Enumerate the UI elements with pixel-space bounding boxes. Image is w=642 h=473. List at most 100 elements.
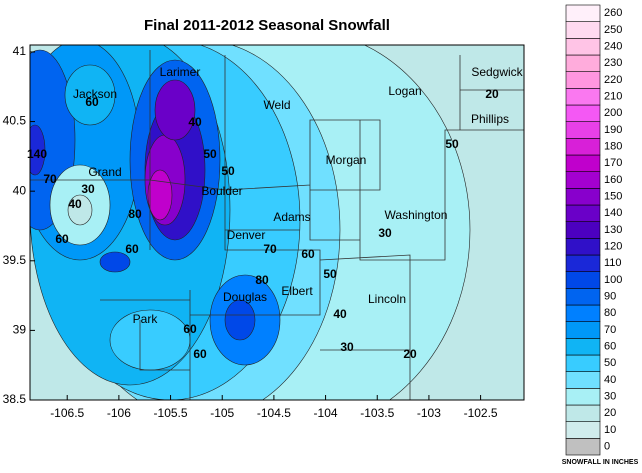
y-tick-label: 40.5 — [3, 114, 27, 128]
y-tick-label: 39.5 — [3, 253, 27, 267]
legend-swatch — [565, 254, 601, 272]
legend-label: 0 — [604, 441, 610, 453]
plot-frame — [29, 44, 525, 401]
county-label: Adams — [273, 210, 310, 224]
legend-label: 120 — [604, 241, 622, 253]
legend-swatch — [565, 404, 601, 422]
county-label: Sedgwick — [471, 65, 523, 79]
legend-swatch — [565, 88, 601, 106]
contour-label: 60 — [301, 247, 315, 261]
legend-label: 40 — [604, 374, 616, 386]
title: Final 2011-2012 Seasonal Snowfall — [144, 17, 390, 34]
region — [67, 194, 93, 226]
legend-label: 30 — [604, 391, 616, 403]
legend-swatch — [565, 38, 601, 56]
contour-label: 80 — [255, 273, 269, 287]
x-tick-label: -106 — [107, 406, 131, 420]
legend-swatch — [565, 54, 601, 72]
legend-label: 60 — [604, 341, 616, 353]
legend-label: 50 — [604, 357, 616, 369]
x-tick-label: -104 — [314, 406, 338, 420]
legend-swatch — [565, 371, 601, 389]
legend-swatch — [565, 238, 601, 256]
legend-label: 180 — [604, 141, 622, 153]
x-tick-label: -103.5 — [360, 406, 394, 420]
legend-swatch — [565, 271, 601, 289]
legend-swatch — [565, 438, 601, 456]
legend-label: 190 — [604, 124, 622, 136]
legend-swatch — [565, 388, 601, 406]
legend-swatch — [565, 338, 601, 356]
legend-label: 20 — [604, 407, 616, 419]
legend-swatch — [565, 321, 601, 339]
x-tick-label: -104.5 — [257, 406, 291, 420]
legend-label: 240 — [604, 41, 622, 53]
contour-label: 50 — [445, 137, 459, 151]
legend-label: 70 — [604, 324, 616, 336]
x-tick-label: -103 — [417, 406, 441, 420]
county-label: Lincoln — [368, 292, 406, 306]
contour-label: 40 — [188, 115, 202, 129]
y-tick-label: 40 — [13, 183, 27, 197]
contour-label: 60 — [183, 322, 197, 336]
contour-label: 50 — [221, 164, 235, 178]
legend-swatch — [565, 354, 601, 372]
contour-label: 20 — [485, 87, 499, 101]
legend-swatch — [565, 421, 601, 439]
x-tick-label: -102.5 — [464, 406, 498, 420]
region — [147, 169, 173, 221]
contour-label: 40 — [68, 197, 82, 211]
legend-swatch — [565, 4, 601, 22]
county-label: Grand — [88, 165, 121, 179]
legend-label: 130 — [604, 224, 622, 236]
contour-label: 60 — [125, 242, 139, 256]
legend-swatch — [565, 188, 601, 206]
contour-label: 50 — [203, 147, 217, 161]
legend-label: 250 — [604, 24, 622, 36]
county-borders — [30, 50, 524, 400]
legend-label: 230 — [604, 57, 622, 69]
contour-label: 30 — [81, 182, 95, 196]
legend-label: 10 — [604, 424, 616, 436]
x-tick-label: -105 — [210, 406, 234, 420]
county-label: Morgan — [326, 153, 367, 167]
legend-label: 80 — [604, 307, 616, 319]
legend-label: 110 — [604, 257, 622, 269]
county-label: Phillips — [471, 112, 509, 126]
legend-label: 220 — [604, 74, 622, 86]
legend-swatch — [565, 304, 601, 322]
legend-swatch — [565, 104, 601, 122]
contour-label: 60 — [85, 95, 99, 109]
legend-swatch — [565, 71, 601, 89]
legend-label: 150 — [604, 191, 622, 203]
region — [224, 299, 256, 341]
county-label: Elbert — [281, 284, 313, 298]
legend-swatch — [565, 288, 601, 306]
contour-label: 20 — [403, 347, 417, 361]
contour-label: 60 — [55, 232, 69, 246]
region — [30, 124, 46, 176]
county-label: Larimer — [160, 65, 201, 79]
legend-label: 200 — [604, 107, 622, 119]
legend-swatch — [565, 121, 601, 139]
contour-label: 80 — [128, 207, 142, 221]
legend-title: SNOWFALL IN INCHES — [562, 459, 639, 466]
legend-swatch — [565, 154, 601, 172]
county-label: Park — [133, 312, 159, 326]
county-label: Denver — [227, 228, 266, 242]
legend-label: 100 — [604, 274, 622, 286]
county-label: Logan — [388, 84, 421, 98]
legend-swatch — [565, 221, 601, 239]
contour-label: 60 — [193, 347, 207, 361]
contour-label: 70 — [43, 172, 57, 186]
y-tick-label: 39 — [13, 323, 27, 337]
legend-swatch — [565, 21, 601, 39]
contour-label: 40 — [333, 307, 347, 321]
region — [64, 64, 116, 126]
region — [99, 251, 131, 273]
contour-label: 70 — [263, 242, 277, 256]
region — [154, 79, 196, 141]
county-label: Washington — [385, 208, 448, 222]
contour-label: 30 — [378, 226, 392, 240]
